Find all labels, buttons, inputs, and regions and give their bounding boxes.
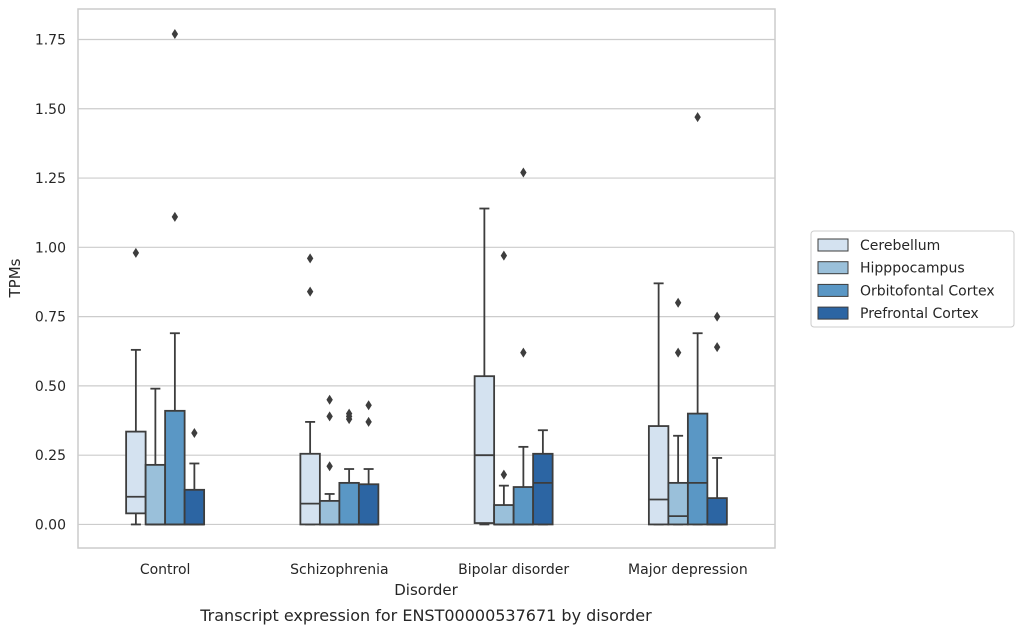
y-tick-label: 1.25: [35, 171, 66, 187]
box-body: [144, 463, 167, 526]
x-tick-label: Major depression: [628, 562, 748, 578]
box-body: [125, 430, 147, 515]
box-prefrontal-cortex: [357, 400, 380, 526]
outlier-point: [365, 400, 372, 411]
legend-swatch: [817, 238, 849, 252]
gridlines: [78, 38, 775, 526]
box-body: [164, 409, 186, 526]
legend-swatch: [817, 261, 849, 275]
box-prefrontal-cortex: [706, 311, 728, 526]
plot-area-frame: [77, 8, 776, 549]
legend: Cerebellum Hipppocampus Orbitofontal Corte…: [810, 230, 1015, 328]
outlier-point: [306, 253, 314, 264]
y-tick-label: 1.00: [35, 240, 66, 256]
box-body: [686, 412, 709, 526]
box-body: [667, 481, 689, 526]
y-axis-ticks: 0.00 0.25 0.50 0.75 1.00 1.25 1.50 1.75: [35, 32, 66, 533]
legend-label: Hipppocampus: [860, 261, 965, 277]
x-tick-label: Bipolar disorder: [458, 562, 569, 578]
y-tick-label: 0.50: [35, 379, 66, 395]
outlier-point: [520, 347, 527, 358]
box-hipppocampus: [667, 297, 689, 526]
box-cerebellum: [473, 207, 496, 526]
outlier-point: [713, 342, 721, 353]
outlier-point: [694, 112, 701, 123]
box-cerebellum: [299, 253, 321, 526]
box-orbitofontal-cortex: [512, 167, 535, 526]
box-cerebellum: [125, 247, 147, 526]
legend-swatch: [817, 283, 849, 297]
outlier-point: [132, 247, 140, 258]
x-tick-label: Schizophrenia: [290, 562, 388, 578]
box-body: [706, 497, 728, 526]
box-prefrontal-cortex: [183, 427, 206, 526]
outlier-point: [674, 297, 682, 308]
box-body: [532, 452, 554, 526]
x-tick-label: Control: [140, 562, 191, 578]
outlier-point: [326, 394, 333, 405]
outlier-point: [191, 427, 198, 438]
outlier-point: [674, 347, 682, 358]
y-tick-label: 1.75: [35, 32, 66, 48]
outlier-point: [306, 286, 314, 297]
y-tick-label: 0.25: [35, 448, 66, 464]
box-orbitofontal-cortex: [686, 112, 709, 526]
box-body: [512, 486, 535, 526]
outlier-point: [171, 211, 179, 222]
outlier-point: [326, 461, 333, 472]
box-orbitofontal-cortex: [164, 28, 186, 526]
box-orbitofontal-cortex: [338, 408, 360, 526]
legend-label: Cerebellum: [860, 238, 940, 254]
outlier-point: [171, 28, 179, 39]
legend-label: Orbitofontal Cortex: [860, 283, 995, 299]
box-body: [647, 425, 670, 526]
box-body: [183, 488, 206, 526]
legend-label: Prefrontal Cortex: [860, 306, 979, 322]
boxes: [125, 28, 728, 526]
box-body: [473, 375, 496, 524]
box-body: [357, 483, 380, 526]
box-prefrontal-cortex: [532, 429, 554, 526]
box-cerebellum: [647, 282, 670, 526]
box-body: [299, 452, 321, 526]
outlier-point: [520, 167, 527, 178]
box-hipppocampus: [144, 387, 167, 526]
y-axis-label: TPMs: [6, 258, 24, 298]
box-hipppocampus: [318, 394, 341, 526]
x-axis-label: Disorder: [394, 581, 458, 599]
outlier-point: [345, 408, 353, 419]
legend-frame: [810, 230, 1015, 328]
outlier-point: [326, 411, 333, 422]
outlier-point: [713, 311, 721, 322]
box-body: [318, 499, 341, 526]
box-hipppocampus: [493, 250, 515, 526]
outlier-point: [365, 416, 372, 427]
y-tick-label: 0.00: [35, 517, 66, 533]
y-tick-label: 0.75: [35, 310, 66, 326]
chart-caption: Transcript expression for ENST0000053767…: [199, 606, 652, 625]
outlier-point: [500, 250, 508, 261]
x-axis-ticks: Control Schizophrenia Bipolar disorder Majo…: [140, 562, 748, 578]
box-body: [493, 504, 515, 526]
y-tick-label: 1.50: [35, 102, 66, 118]
legend-swatch: [817, 306, 849, 320]
outlier-point: [500, 469, 508, 480]
box-body: [338, 481, 360, 526]
